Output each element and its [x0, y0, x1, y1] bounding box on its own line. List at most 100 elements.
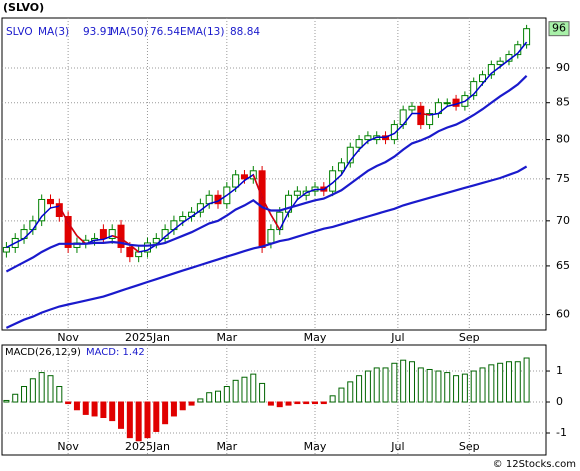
ma-line [5, 165, 528, 329]
ma-line-down [261, 197, 272, 216]
macd-bar [347, 381, 354, 403]
macd-bar [215, 390, 222, 403]
macd-bar [135, 401, 142, 442]
y-tick-label: 85 [556, 96, 570, 109]
candle-body [417, 105, 425, 126]
x-tick-label: Nov [57, 440, 79, 453]
macd-bar [417, 367, 424, 403]
candle-body [232, 174, 240, 188]
last-price-box [548, 21, 570, 37]
y-tick-label: 70 [556, 214, 570, 227]
macd-bar [329, 395, 336, 403]
candle-body [117, 224, 125, 248]
ma-line [5, 75, 528, 273]
macd-bar [91, 401, 98, 417]
x-tick-label: Jul [390, 331, 404, 344]
candle-body [346, 146, 354, 164]
candle-body [390, 124, 398, 141]
macd-bar [505, 361, 512, 403]
macd-bar [144, 401, 151, 439]
macd-bar [250, 373, 257, 403]
macd-bar [479, 367, 486, 403]
y-tick-label: 1 [556, 364, 563, 377]
candle-body [293, 190, 301, 196]
candle-body [337, 162, 345, 172]
last-price-label: 96 [552, 22, 566, 35]
macd-bar [453, 375, 460, 403]
macd-bar [73, 401, 80, 411]
candle-body [240, 174, 248, 180]
candle-body [38, 198, 46, 222]
candle-body [487, 64, 495, 76]
macd-bar [232, 379, 239, 403]
y-tick-label: 90 [556, 61, 570, 74]
candle-body [108, 229, 116, 239]
candle-body [443, 102, 451, 105]
macd-bar [382, 367, 389, 403]
candle-body [46, 198, 54, 205]
x-tick-label: May [304, 440, 327, 453]
legend-value: 88.84 [230, 26, 260, 38]
footer: © 12Stocks.com [493, 459, 576, 470]
x-tick-label: May [304, 331, 327, 344]
legend-label: MA(50) [110, 26, 148, 38]
macd-bar [197, 398, 204, 403]
macd-bar [109, 401, 116, 422]
macd-bar [461, 373, 468, 403]
x-tick-label: Jul [390, 440, 404, 453]
y-tick-label: 75 [556, 172, 570, 185]
macd-bar [373, 367, 380, 403]
chart-title: (SLVO) [3, 1, 44, 14]
macd-bar [303, 401, 310, 405]
ma-line-down [420, 112, 430, 116]
macd-bar [320, 401, 327, 405]
macd-bar [364, 370, 371, 403]
ma-line-down [270, 214, 281, 230]
y-tick-label: 80 [556, 133, 570, 146]
macd-bar [82, 401, 89, 415]
macd-bar [391, 362, 398, 403]
macd-bar [356, 375, 363, 403]
macd-bar [56, 386, 63, 403]
macd-bar [435, 370, 442, 403]
ma-line-down [252, 174, 263, 199]
macd-bar [514, 361, 521, 403]
macd-bar [241, 376, 248, 403]
macd-bar [408, 361, 415, 403]
legend-label: EMA(13) [180, 26, 224, 38]
candle-body [267, 229, 275, 244]
macd-bar [206, 392, 213, 403]
macd-bar [162, 401, 169, 425]
macd-bar [3, 399, 10, 403]
y-tick-label: 60 [556, 308, 570, 321]
y-tick-label: 65 [556, 259, 570, 272]
candle-body [152, 237, 160, 244]
x-tick-label: Mar [216, 331, 237, 344]
y-tick-label: -1 [556, 426, 567, 439]
macd-bar [470, 370, 477, 403]
macd-bar [38, 372, 45, 403]
macd-bar [311, 401, 318, 405]
legend-value: 76.54 [150, 26, 180, 38]
x-tick-label: Sep [459, 440, 480, 453]
x-tick-label: 2025Jan [125, 440, 170, 453]
x-tick-label: Sep [459, 331, 480, 344]
macd-bar [65, 401, 72, 405]
legend-symbol: SLVO [6, 26, 33, 38]
candle-body [2, 246, 10, 253]
candle-body [470, 81, 478, 97]
macd-bar [488, 364, 495, 403]
candle-body [64, 215, 72, 248]
x-tick-label: 2025Jan [125, 331, 170, 344]
candle-body [179, 215, 187, 222]
macd-bar [400, 359, 407, 403]
candle-body [143, 242, 151, 253]
candle-body [496, 60, 504, 66]
ma-line-down [67, 222, 78, 237]
ma-line-down [58, 205, 69, 223]
candle-body [479, 74, 487, 83]
macd-bar [223, 386, 230, 403]
candle-body [126, 246, 134, 258]
macd-bar [118, 401, 125, 429]
